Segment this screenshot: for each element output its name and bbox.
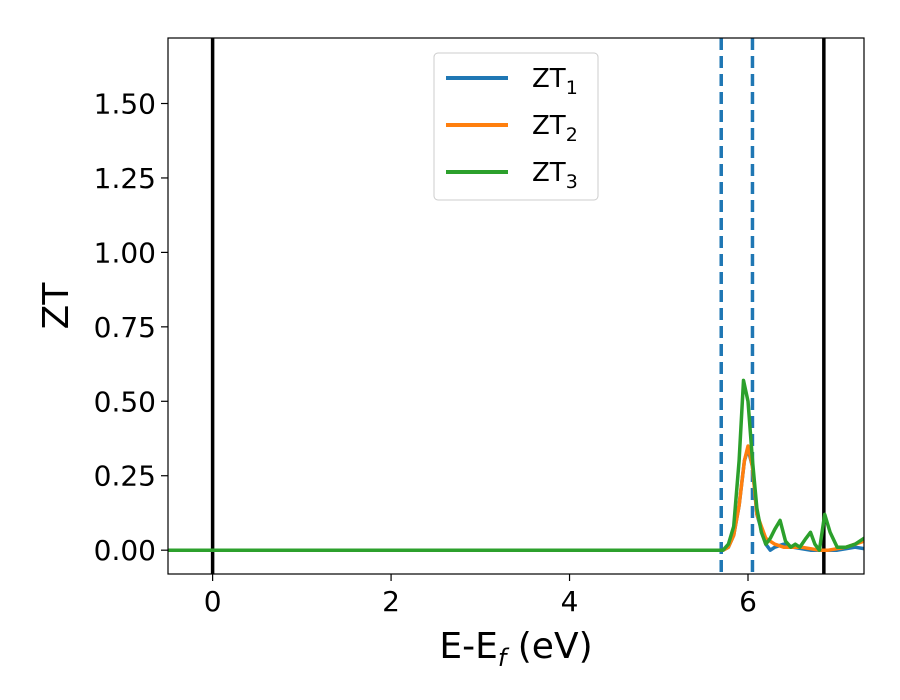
x-axis-ticks: 0 2 4 6 — [204, 574, 757, 618]
legend: ZT1 ZT2 ZT3 — [433, 52, 599, 201]
series-lines — [168, 378, 864, 552]
y-tick-label: 1.00 — [94, 236, 156, 269]
x-tick-label: 4 — [561, 585, 579, 618]
y-tick-label: 0.50 — [94, 385, 156, 418]
series-line-3 — [168, 378, 864, 552]
y-tick-label: 1.50 — [94, 88, 156, 121]
y-tick-label: 0.25 — [94, 460, 156, 493]
legend-box — [433, 52, 599, 201]
x-tick-label: 6 — [739, 585, 757, 618]
reference-lines — [210, 38, 826, 574]
y-tick-label: 0.75 — [94, 311, 156, 344]
y-tick-label: 1.25 — [94, 162, 156, 195]
plot-area-frame — [167, 37, 865, 575]
legend-label-2: ZT2 — [532, 111, 578, 146]
legend-label-3: ZT3 — [532, 158, 578, 193]
y-tick-label: 0.00 — [94, 534, 156, 567]
y-axis-title: ZT — [36, 282, 77, 330]
x-tick-label: 2 — [382, 585, 400, 618]
legend-label-1: ZT1 — [532, 64, 578, 99]
x-tick-label: 0 — [204, 585, 222, 618]
x-axis-title: E-Ef (eV) — [439, 626, 592, 672]
y-axis-ticks: 0.00 0.25 0.50 0.75 1.00 1.25 1.50 — [94, 88, 168, 567]
